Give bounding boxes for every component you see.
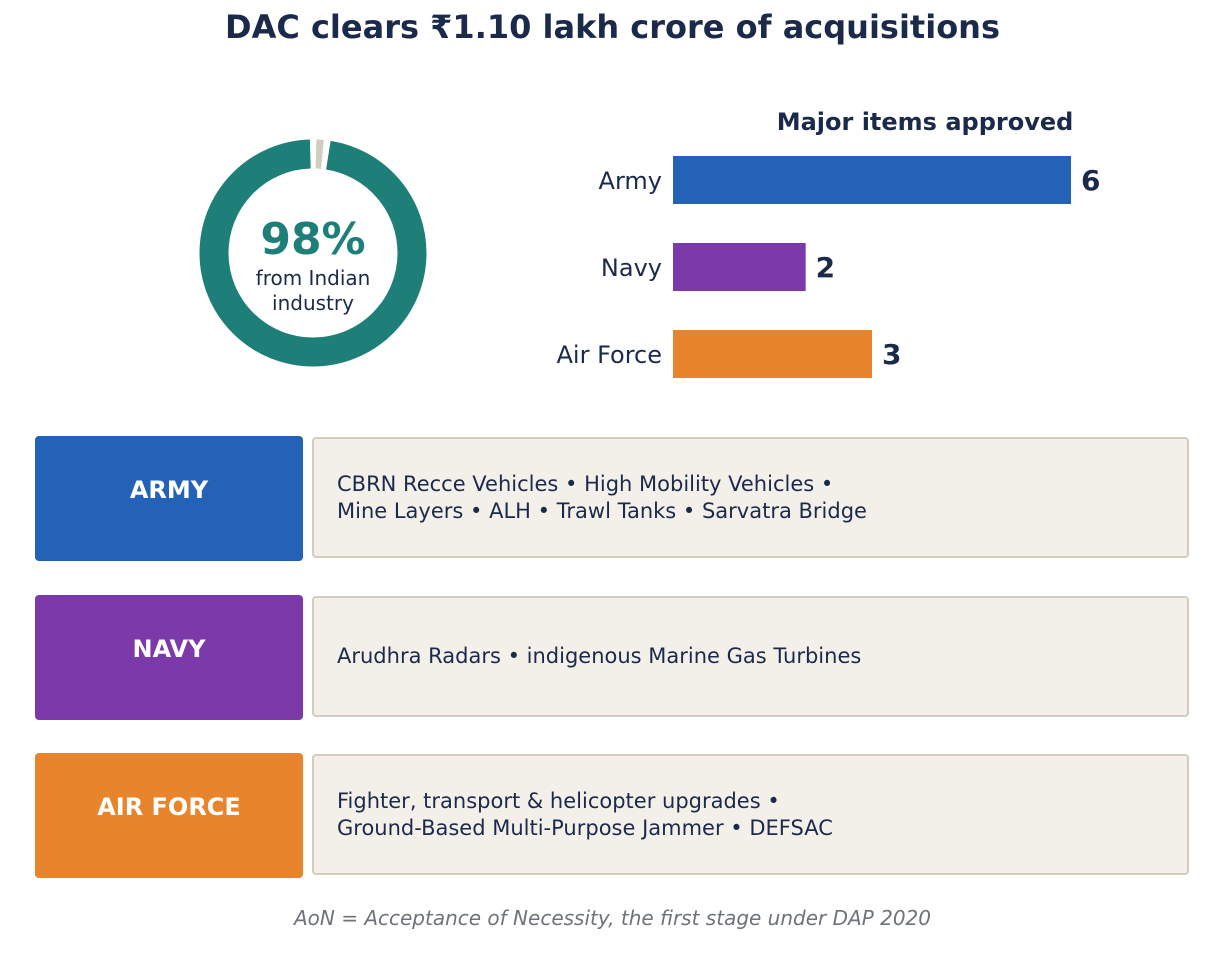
bar-value-label: 3: [882, 338, 901, 371]
bar-air-force: [673, 330, 872, 378]
page-title: DAC clears ₹1.10 lakh crore of acquisiti…: [225, 8, 1000, 46]
bar-chart: Major items approved Army 6 Navy 2 Air Force 3: [556, 108, 1100, 378]
row-items-army: CBRN Recce Vehicles • High Mobility Vehi…: [312, 437, 1189, 558]
donut-segment-indian-industry: [199, 139, 427, 367]
bar-army: [673, 156, 1071, 204]
donut-caption: from Indian industry: [255, 266, 371, 315]
row-army: ARMY CBRN Recce Vehicles • High Mobility…: [35, 436, 1190, 561]
bar-value-label: 6: [1081, 164, 1100, 197]
bar-value-label: 2: [816, 251, 835, 284]
donut-percent-label: 98%: [260, 214, 366, 265]
bar-category-label: Air Force: [556, 341, 662, 369]
row-navy: NAVY Arudhra Radars • indigenous Marine …: [35, 595, 1190, 720]
row-label-air-force: AIR FORCE: [35, 753, 303, 878]
row-items-navy: Arudhra Radars • indigenous Marine Gas T…: [312, 596, 1189, 717]
footnote: AoN = Acceptance of Necessity, the first…: [293, 906, 932, 930]
row-label-army: ARMY: [35, 436, 303, 561]
bar-navy: [673, 243, 806, 291]
row-label-navy: NAVY: [35, 595, 303, 720]
row-air-force: AIR FORCE Fighter, transport & helicopte…: [35, 753, 1190, 878]
bar-chart-title: Major items approved: [777, 108, 1074, 136]
row-items-air-force: Fighter, transport & helicopter upgrades…: [312, 754, 1189, 875]
row-text-army: CBRN Recce Vehicles • High Mobility Vehi…: [337, 471, 867, 523]
row-text-air-force: Fighter, transport & helicopter upgrades…: [337, 788, 833, 840]
bar-category-label: Navy: [601, 254, 662, 282]
donut-chart: [199, 139, 427, 367]
row-text-navy: Arudhra Radars • indigenous Marine Gas T…: [337, 644, 862, 668]
bar-category-label: Army: [599, 167, 662, 195]
